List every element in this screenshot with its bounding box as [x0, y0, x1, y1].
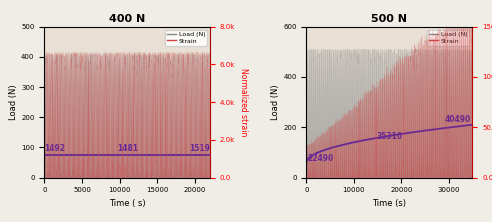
- Y-axis label: Normalized strain: Normalized strain: [239, 68, 248, 136]
- X-axis label: Time (s): Time (s): [372, 199, 406, 208]
- Legend: Load (N), Strain: Load (N), Strain: [165, 30, 207, 46]
- Text: 1481: 1481: [117, 145, 138, 153]
- Title: 400 N: 400 N: [109, 14, 145, 24]
- Text: 22490: 22490: [308, 153, 334, 163]
- Title: 500 N: 500 N: [371, 14, 407, 24]
- Legend: Load (N), Strain: Load (N), Strain: [427, 30, 469, 46]
- Text: 1519: 1519: [189, 145, 210, 153]
- Y-axis label: Load (N): Load (N): [272, 84, 280, 120]
- Text: 40490: 40490: [445, 115, 471, 123]
- Y-axis label: Load (N): Load (N): [9, 84, 18, 120]
- X-axis label: Time ( s): Time ( s): [109, 199, 146, 208]
- Text: 1492: 1492: [44, 145, 65, 153]
- Text: 35310: 35310: [376, 132, 402, 141]
